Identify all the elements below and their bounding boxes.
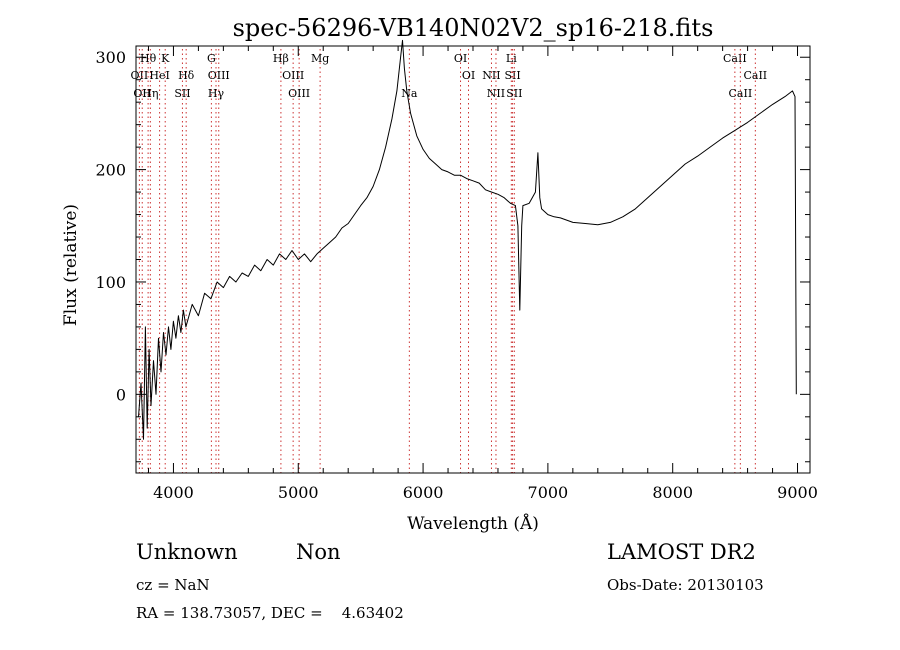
spectrum-line: [138, 39, 797, 440]
line-marker-label: Li: [506, 52, 517, 65]
line-marker-label: CaII: [723, 52, 747, 65]
line-marker-label: SII: [174, 87, 190, 100]
subclass-label: Non: [296, 540, 341, 564]
line-marker-label: NII: [482, 69, 500, 82]
coordinates-readout: RA = 138.73057, DEC = 4.63402: [136, 604, 404, 622]
plot-frame: [135, 45, 811, 474]
line-marker-label: G: [207, 52, 216, 65]
x-tick-label: 5000: [278, 483, 319, 502]
line-marker-label: OI: [462, 69, 475, 82]
obs-date-readout: Obs-Date: 20130103: [607, 576, 764, 594]
line-marker-label: OIII: [282, 69, 304, 82]
redshift-readout: cz = NaN: [136, 576, 210, 594]
line-marker-label: Hη: [142, 87, 158, 100]
y-tick-label: 0: [116, 385, 126, 404]
line-marker-label: HeI: [149, 69, 169, 82]
line-marker-label: Na: [401, 87, 418, 100]
x-tick-label: 9000: [777, 483, 818, 502]
line-marker-label: Hθ: [140, 52, 157, 65]
chart-title: spec-56296-VB140N02V2_sp16-218.fits: [233, 14, 714, 42]
y-tick-label: 100: [95, 273, 126, 292]
line-marker-label: K: [161, 52, 170, 65]
line-markers: OII OII Hθ Hη HeI K Hδ SII G OIII Hγ Hβ OIII OIII Mg Na…: [131, 49, 767, 473]
line-marker-label: SII: [506, 87, 522, 100]
y-tick-label: 200: [95, 161, 126, 180]
line-marker-label: NII: [487, 87, 505, 100]
line-marker-label: Hγ: [208, 87, 225, 100]
x-tick-label: 4000: [153, 483, 194, 502]
x-tick-label: 7000: [528, 483, 569, 502]
class-label: Unknown: [136, 540, 238, 564]
x-tick-label: 6000: [403, 483, 444, 502]
line-marker-label: SII: [504, 69, 520, 82]
y-axis-label: Flux (relative): [61, 204, 81, 326]
line-marker-label: OIII: [208, 69, 230, 82]
line-marker-label: OIII: [288, 87, 310, 100]
line-marker-label: Hδ: [178, 69, 195, 82]
axis-ticks: 4000 5000 6000 7000 8000 9000 0 100 200 300: [95, 46, 818, 502]
line-marker-label: OI: [454, 52, 467, 65]
y-tick-label: 300: [95, 48, 126, 67]
line-marker-label: Hβ: [273, 52, 289, 65]
line-marker-label: OII: [133, 87, 151, 100]
survey-label: LAMOST DR2: [607, 540, 756, 564]
line-marker-label: CaII: [729, 87, 753, 100]
line-marker-label: CaII: [743, 69, 767, 82]
x-tick-label: 8000: [652, 483, 693, 502]
line-marker-label: Mg: [311, 52, 329, 65]
x-axis-label: Wavelength (Å): [407, 513, 539, 534]
line-marker-label: OII: [131, 69, 149, 82]
